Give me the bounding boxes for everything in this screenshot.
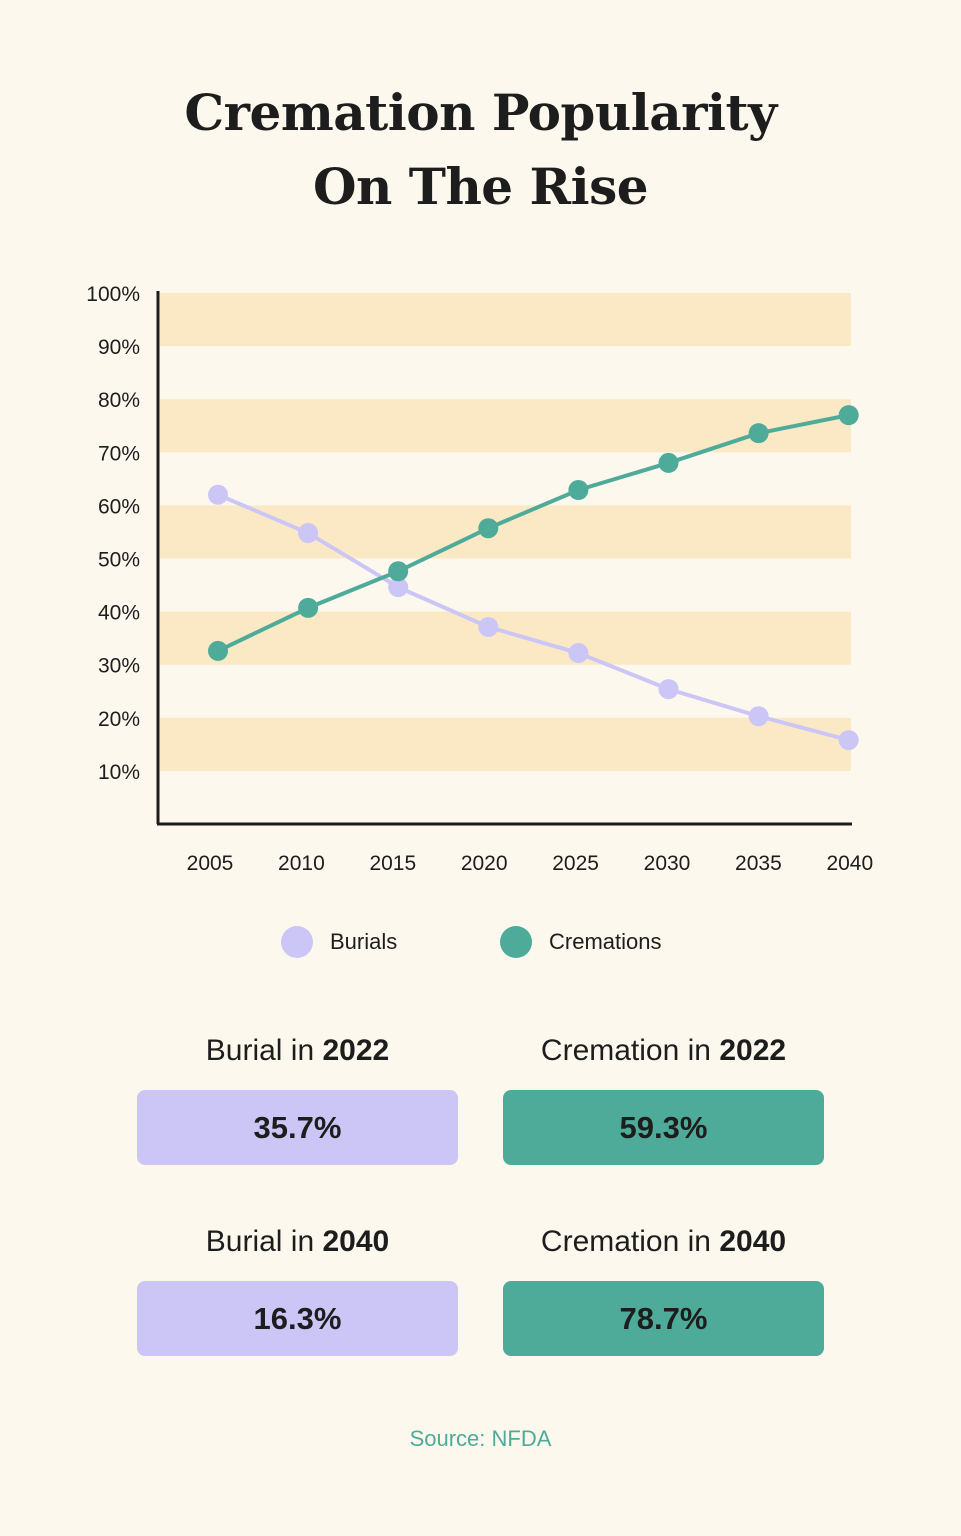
stat-box-burial-2022: 35.7% [137, 1090, 458, 1165]
y-tick-label: 90% [98, 336, 140, 359]
data-point-cremations [298, 597, 319, 618]
source-note: Source: NFDA [409, 1426, 552, 1451]
grid-band [160, 505, 851, 559]
stat-box-cremation-2022: 59.3% [503, 1090, 824, 1165]
burials-legend-dot-icon [281, 926, 313, 958]
x-tick-label: 2035 [735, 852, 782, 875]
series-line-burials [217, 492, 850, 743]
y-tick-label: 30% [98, 655, 140, 678]
grid-band [160, 399, 851, 453]
y-tick-label: 70% [98, 442, 140, 465]
x-tick-label: 2030 [644, 852, 691, 875]
y-tick-label: 10% [98, 761, 140, 784]
series-line-cremations [217, 413, 850, 653]
title-line-2: On The Rise [312, 157, 649, 216]
y-tick-label: 50% [98, 549, 140, 572]
y-tick-label: 80% [98, 389, 140, 412]
x-tick-label: 2020 [461, 852, 508, 875]
chart-title: Cremation Popularity On The Rise [0, 76, 961, 224]
legend-cremations: Cremations [500, 926, 661, 958]
x-tick-label: 2040 [826, 852, 873, 875]
grid-band [160, 611, 851, 665]
data-point-burials [298, 523, 319, 544]
data-point-burials [568, 643, 589, 664]
stat-box-burial-2040: 16.3% [137, 1281, 458, 1356]
data-point-burials [748, 706, 769, 727]
data-point-burials [658, 679, 679, 700]
data-point-burials [208, 484, 228, 505]
legend-label-burials: Burials [330, 929, 398, 954]
stat-box-cremation-2040: 78.7% [503, 1281, 824, 1356]
x-tick-label: 2005 [187, 852, 234, 875]
data-point-burials [838, 730, 859, 751]
x-tick-label: 2010 [278, 852, 325, 875]
y-tick-label: 60% [98, 495, 140, 518]
stat-label-cremation-2022: Cremation in 2022 [540, 1034, 787, 1067]
title-line-1: Cremation Popularity [184, 83, 777, 142]
grid-band [160, 717, 851, 771]
legend-label-cremations: Cremations [549, 929, 662, 954]
line-chart: 100% 90% 80% 70% 60% 50% 40% 30% 20% 10% 2005 2010 2… [86, 283, 873, 875]
y-tick-label: 20% [98, 708, 140, 731]
data-point-cremations [658, 452, 679, 473]
y-tick-label: 100% [86, 283, 140, 306]
data-point-burials [388, 577, 409, 598]
x-tick-label: 2015 [369, 852, 416, 875]
stat-label-burial-2040: Burial in 2040 [205, 1225, 390, 1258]
data-point-burials [478, 616, 499, 637]
grid-band [160, 293, 851, 347]
stat-label-cremation-2040: Cremation in 2040 [540, 1225, 787, 1258]
legend-burials: Burials [281, 926, 397, 958]
stat-label-burial-2022: Burial in 2022 [205, 1034, 390, 1067]
data-point-cremations [388, 561, 409, 582]
data-point-cremations [748, 423, 769, 444]
data-point-cremations [478, 518, 499, 539]
data-point-cremations [838, 405, 859, 426]
cremations-legend-dot-icon [500, 926, 532, 958]
y-tick-label: 40% [98, 602, 140, 625]
data-point-cremations [568, 480, 589, 501]
x-tick-label: 2025 [552, 852, 599, 875]
data-point-cremations [208, 640, 228, 661]
